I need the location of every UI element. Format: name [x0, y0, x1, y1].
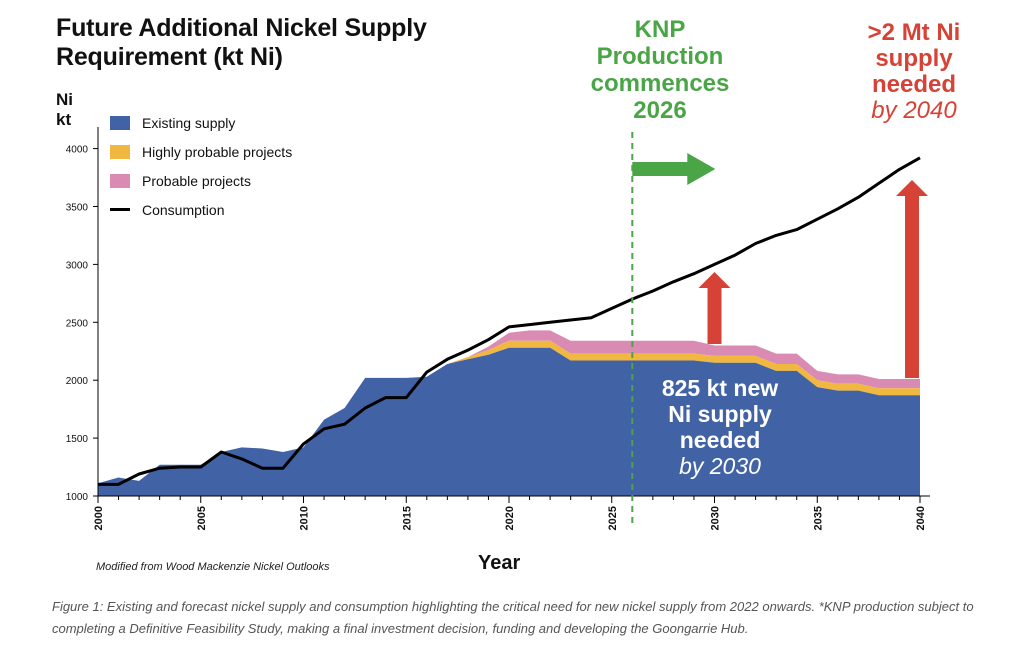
x-tick-label: 2040 [915, 506, 927, 530]
x-tick-label: 2020 [504, 506, 516, 530]
source-note: Modified from Wood Mackenzie Nickel Outl… [96, 561, 330, 573]
y-tick-label: 3500 [66, 202, 89, 213]
x-tick-label: 2010 [299, 506, 311, 530]
annotation-2mt-line-3: needed [871, 71, 957, 98]
y-tick-label: 4000 [66, 145, 89, 156]
annotation-825-line-2: Ni supply [668, 401, 772, 427]
x-tick-label: 2030 [710, 506, 722, 530]
legend-label-probable: Probable projects [142, 172, 251, 189]
legend-item-probable: Probable projects [110, 166, 292, 195]
area-existing-supply [98, 347, 920, 496]
legend-item-highly-probable: Highly probable projects [110, 137, 292, 166]
legend: Existing supply Highly probable projects… [110, 108, 292, 224]
annotation-825kt-needed: 825 kt new Ni supply needed by 2030 [620, 375, 820, 479]
annotation-2mt-line-1: >2 Mt Ni [867, 19, 961, 46]
annotation-knp-line-3: commences [590, 70, 730, 97]
legend-swatch-existing [110, 115, 130, 130]
title-line-2: Requirement (kt Ni) [56, 43, 283, 71]
annotation-knp-line-4: 2026 [633, 97, 687, 124]
legend-label-consumption: Consumption [142, 201, 225, 218]
annotation-2mt-needed: >2 Mt Ni supply needed by 2040 [834, 20, 994, 124]
annotation-825-line-1: 825 kt new [661, 375, 779, 401]
y-tick-label: 1500 [66, 434, 89, 445]
annotation-2mt-line-2: supply [875, 45, 953, 72]
chart-title: Future Additional Nickel Supply Requirem… [56, 14, 427, 72]
x-tick-label: 2025 [607, 506, 619, 530]
consumption-line [98, 156, 921, 486]
y-tick-label: 3000 [66, 260, 89, 271]
y-axis-label-line-2: kt [56, 110, 72, 129]
x-tick-label: 2015 [401, 506, 413, 530]
annotation-knp-line-1: KNP [634, 16, 686, 43]
annotation-knp-line-2: Production [596, 43, 724, 70]
y-tick-label: 1000 [66, 492, 89, 503]
annotation-825-line-3: needed [679, 427, 761, 453]
y-tick-label: 2500 [66, 318, 89, 329]
title-line-1: Future Additional Nickel Supply [56, 14, 427, 42]
legend-item-consumption: Consumption [110, 195, 292, 224]
x-tick-label: 2005 [196, 506, 208, 530]
y-tick-label: 2000 [66, 376, 89, 387]
red-arrow-2040-icon [896, 180, 928, 378]
y-axis-label-line-1: Ni [56, 90, 73, 109]
legend-label-highly-probable: Highly probable projects [142, 143, 293, 160]
annotation-2mt-line-4: by 2040 [871, 97, 957, 124]
annotation-825-line-4: by 2030 [679, 453, 761, 479]
legend-swatch-highly-probable [110, 144, 130, 159]
annotation-knp-production: KNP Production commences 2026 [560, 16, 760, 124]
legend-item-existing: Existing supply [110, 108, 292, 137]
x-tick-label: 2000 [93, 506, 105, 530]
legend-swatch-probable [110, 173, 130, 188]
legend-label-existing: Existing supply [142, 114, 236, 131]
figure-caption: Figure 1: Existing and forecast nickel s… [52, 599, 974, 636]
x-axis-label: Year [478, 552, 521, 574]
green-arrow-icon [632, 153, 716, 185]
x-tick-label: 2035 [812, 506, 824, 530]
red-arrow-2030-icon [698, 272, 731, 344]
y-axis-label: Ni kt [56, 90, 73, 130]
legend-swatch-consumption [110, 208, 130, 211]
